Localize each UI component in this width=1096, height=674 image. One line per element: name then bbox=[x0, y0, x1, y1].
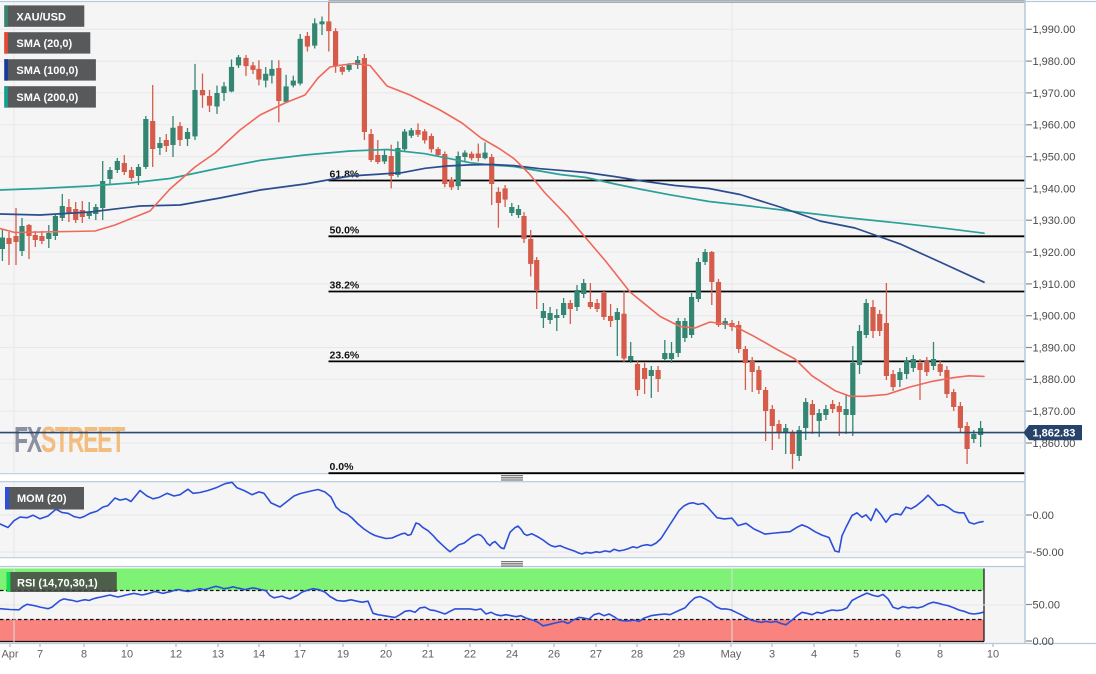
svg-text:1,860.00: 1,860.00 bbox=[1033, 438, 1076, 450]
svg-text:-50.00: -50.00 bbox=[1033, 547, 1064, 559]
svg-text:SMA (200,0): SMA (200,0) bbox=[16, 92, 78, 104]
svg-text:12: 12 bbox=[170, 649, 182, 661]
svg-text:4: 4 bbox=[811, 649, 817, 661]
svg-text:5: 5 bbox=[853, 649, 859, 661]
svg-text:1,980.00: 1,980.00 bbox=[1033, 56, 1076, 68]
svg-text:50.00: 50.00 bbox=[1033, 599, 1061, 611]
svg-text:0.0%: 0.0% bbox=[330, 461, 355, 473]
svg-text:7: 7 bbox=[37, 649, 43, 661]
svg-text:27: 27 bbox=[590, 649, 602, 661]
svg-text:FXSTREET: FXSTREET bbox=[14, 419, 125, 460]
svg-text:19: 19 bbox=[337, 649, 349, 661]
svg-text:29: 29 bbox=[673, 649, 685, 661]
svg-text:1,870.00: 1,870.00 bbox=[1033, 406, 1076, 418]
svg-text:8: 8 bbox=[937, 649, 943, 661]
svg-text:1,880.00: 1,880.00 bbox=[1033, 374, 1076, 386]
svg-text:6: 6 bbox=[895, 649, 901, 661]
svg-text:1,950.00: 1,950.00 bbox=[1033, 152, 1076, 164]
svg-text:SMA (20,0): SMA (20,0) bbox=[16, 38, 72, 50]
svg-text:20: 20 bbox=[380, 649, 392, 661]
svg-text:8: 8 bbox=[81, 649, 87, 661]
svg-text:24: 24 bbox=[506, 649, 518, 661]
svg-text:0.00: 0.00 bbox=[1033, 636, 1054, 648]
svg-text:RSI (14,70,30,1): RSI (14,70,30,1) bbox=[17, 577, 98, 589]
svg-text:0.00: 0.00 bbox=[1033, 510, 1054, 522]
svg-text:28: 28 bbox=[631, 649, 643, 661]
svg-text:50.0%: 50.0% bbox=[330, 224, 360, 236]
svg-text:3: 3 bbox=[769, 649, 775, 661]
svg-text:38.2%: 38.2% bbox=[330, 280, 360, 292]
svg-text:1,920.00: 1,920.00 bbox=[1033, 247, 1076, 259]
svg-text:21: 21 bbox=[422, 649, 434, 661]
svg-text:17: 17 bbox=[294, 649, 306, 661]
svg-text:1,890.00: 1,890.00 bbox=[1033, 342, 1076, 354]
svg-text:SMA (100,0): SMA (100,0) bbox=[16, 65, 78, 77]
svg-text:26: 26 bbox=[548, 649, 560, 661]
svg-text:23.6%: 23.6% bbox=[330, 349, 360, 361]
svg-text:13: 13 bbox=[212, 649, 224, 661]
svg-text:10: 10 bbox=[987, 649, 999, 661]
svg-text:XAU/USD: XAU/USD bbox=[16, 11, 66, 23]
svg-text:10: 10 bbox=[121, 649, 133, 661]
svg-text:MOM (20): MOM (20) bbox=[17, 493, 67, 505]
svg-text:1,970.00: 1,970.00 bbox=[1033, 88, 1076, 100]
svg-text:May: May bbox=[721, 649, 742, 661]
svg-text:1,910.00: 1,910.00 bbox=[1033, 279, 1076, 291]
svg-text:22: 22 bbox=[464, 649, 476, 661]
svg-text:1,930.00: 1,930.00 bbox=[1033, 215, 1076, 227]
svg-text:1,900.00: 1,900.00 bbox=[1033, 311, 1076, 323]
svg-text:Apr: Apr bbox=[1, 649, 18, 661]
svg-text:1,862.83: 1,862.83 bbox=[1033, 428, 1076, 440]
svg-text:1,940.00: 1,940.00 bbox=[1033, 183, 1076, 195]
svg-text:14: 14 bbox=[253, 649, 265, 661]
svg-text:1,990.00: 1,990.00 bbox=[1033, 24, 1076, 36]
svg-text:1,960.00: 1,960.00 bbox=[1033, 120, 1076, 132]
